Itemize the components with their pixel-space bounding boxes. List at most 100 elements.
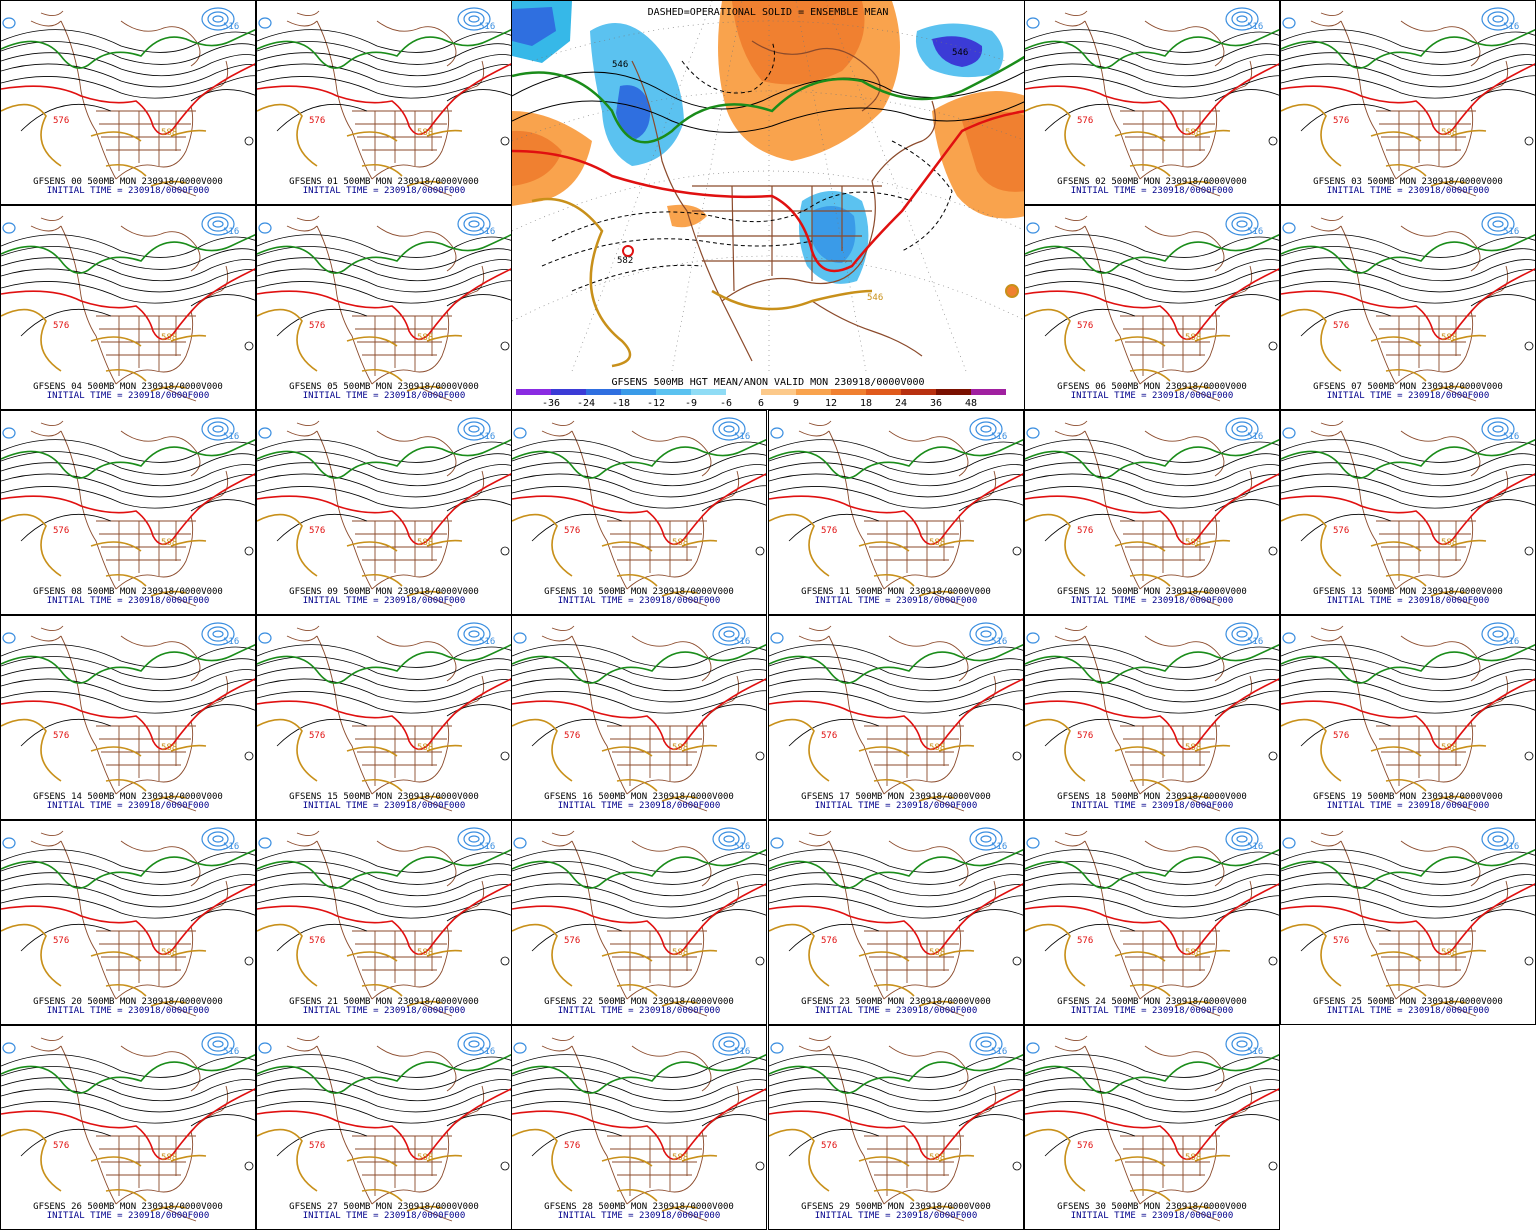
member-title: GFSENS 06 500MB MON 230918/0000V000	[1057, 382, 1247, 392]
member-title: GFSENS 30 500MB MON 230918/0000V000	[1057, 1202, 1247, 1212]
scale-label: 9	[792, 398, 800, 409]
member-init-time: INITIAL TIME = 230918/0000F000	[814, 1006, 978, 1016]
member-map	[1025, 827, 1279, 1017]
member-init-time: INITIAL TIME = 230918/0000F000	[557, 596, 721, 606]
member-panel-18: 576 588 516 GFSENS 18 500MB MON 230918/0000…	[1024, 615, 1280, 820]
member-init-time: INITIAL TIME = 230918/0000F000	[1326, 801, 1490, 811]
contour-label-588: 588	[672, 743, 689, 753]
contour-label-576: 576	[1333, 116, 1350, 126]
member-panel-11: 576 588 516 GFSENS 11 500MB MON 230918/0000…	[768, 410, 1024, 615]
contour-label-588: 588	[161, 948, 178, 958]
scale-swatch	[621, 389, 656, 395]
member-panel-02: 576 588 516 GFSENS 02 500MB MON 230918/0000…	[1024, 0, 1280, 205]
positive-anomaly-west-pacific-core	[512, 130, 562, 186]
member-panel-03: 576 588 516 GFSENS 03 500MB MON 230918/0000…	[1280, 0, 1536, 205]
member-map	[769, 622, 1023, 812]
contour-label-588: 588	[417, 743, 434, 753]
green-contour	[512, 55, 1024, 144]
contour-label-516: 516	[1247, 842, 1264, 852]
gold-closed-low	[1005, 284, 1019, 298]
contour-label-576: 576	[53, 526, 70, 536]
scale-swatch	[551, 389, 586, 395]
member-panel-19: 576 588 516 GFSENS 19 500MB MON 230918/0000…	[1280, 615, 1536, 820]
contour-label-576: 576	[309, 321, 326, 331]
member-init-time: INITIAL TIME = 230918/0000F000	[302, 801, 466, 811]
member-map	[1281, 212, 1535, 402]
member-map	[1025, 1032, 1279, 1222]
member-panel-27: 576 588 516 GFSENS 27 500MB MON 230918/0000…	[256, 1025, 512, 1230]
contour-label-576: 576	[1333, 936, 1350, 946]
member-init-time: INITIAL TIME = 230918/0000F000	[557, 1211, 721, 1221]
member-map	[1, 827, 255, 1017]
contour-label-588: 588	[417, 333, 434, 343]
contour-label-588: 588	[1185, 743, 1202, 753]
contour-label: 546	[867, 293, 884, 303]
contour-label-588: 588	[417, 128, 434, 138]
negative-anomaly-alaska-core	[616, 85, 651, 139]
scale-label: 18	[859, 398, 873, 409]
member-map	[257, 622, 511, 812]
member-title: GFSENS 16 500MB MON 230918/0000V000	[544, 792, 734, 802]
contour-label-588: 588	[161, 743, 178, 753]
contour-label-588: 588	[672, 948, 689, 958]
scale-label: -24	[576, 398, 596, 409]
contour-label-516: 516	[991, 637, 1008, 647]
contour-label-588: 588	[1441, 743, 1458, 753]
scale-swatch	[726, 389, 761, 395]
main-ensemble-mean-panel: DASHED=OPERATIONAL SOLID = ENSEMBLE MEAN…	[511, 0, 1025, 410]
contour-label-516: 516	[223, 637, 240, 647]
member-panel-17: 576 588 516 GFSENS 17 500MB MON 230918/0000…	[768, 615, 1024, 820]
contour-label-516: 516	[734, 842, 751, 852]
negative-anomaly-deep	[512, 7, 556, 46]
contour-label-588: 588	[672, 538, 689, 548]
member-map	[1025, 417, 1279, 607]
negative-anomaly-greenland-core	[932, 36, 983, 67]
contour-label-516: 516	[479, 22, 496, 32]
member-panel-28: 576 588 516 GFSENS 28 500MB MON 230918/0000…	[511, 1025, 767, 1230]
contour-label-576: 576	[1077, 1141, 1094, 1151]
contour-label-576: 576	[1077, 321, 1094, 331]
member-panel-08: 576 588 516 GFSENS 08 500MB MON 230918/0000…	[0, 410, 256, 615]
member-map	[512, 1032, 766, 1222]
member-init-time: INITIAL TIME = 230918/0000F000	[557, 801, 721, 811]
member-panel-16: 576 588 516 GFSENS 16 500MB MON 230918/0000…	[511, 615, 767, 820]
red-closed-low	[622, 245, 634, 257]
member-panel-15: 576 588 516 GFSENS 15 500MB MON 230918/0000…	[256, 615, 512, 820]
member-init-time: INITIAL TIME = 230918/0000F000	[814, 1211, 978, 1221]
member-map	[1025, 7, 1279, 197]
contour-label-576: 576	[564, 526, 581, 536]
member-title: GFSENS 17 500MB MON 230918/0000V000	[801, 792, 991, 802]
contour-label-516: 516	[1247, 432, 1264, 442]
member-init-time: INITIAL TIME = 230918/0000F000	[1070, 596, 1234, 606]
member-map	[1281, 622, 1535, 812]
contour-label-576: 576	[564, 936, 581, 946]
member-init-time: INITIAL TIME = 230918/0000F000	[46, 391, 210, 401]
member-init-time: INITIAL TIME = 230918/0000F000	[1070, 1211, 1234, 1221]
member-title: GFSENS 13 500MB MON 230918/0000V000	[1313, 587, 1503, 597]
negative-anomaly-east-us-core	[812, 206, 856, 263]
contour-label-576: 576	[821, 526, 838, 536]
member-init-time: INITIAL TIME = 230918/0000F000	[46, 596, 210, 606]
scale-swatch	[936, 389, 971, 395]
height-contours	[512, 40, 1024, 292]
member-title: GFSENS 11 500MB MON 230918/0000V000	[801, 587, 991, 597]
contour-label-516: 516	[1503, 842, 1520, 852]
contour-label-516: 516	[1503, 22, 1520, 32]
member-panel-09: 576 588 516 GFSENS 09 500MB MON 230918/0000…	[256, 410, 512, 615]
contour-label-576: 576	[53, 936, 70, 946]
contour-label: 546	[952, 48, 969, 58]
contour-label-516: 516	[991, 842, 1008, 852]
contour-label-588: 588	[1185, 333, 1202, 343]
member-map	[257, 827, 511, 1017]
contour-label-576: 576	[309, 526, 326, 536]
member-panel-06: 576 588 516 GFSENS 06 500MB MON 230918/0000…	[1024, 205, 1280, 410]
anomaly-scale-labels: -36 -24 -18 -12 -9 -6 6 9 12 18 24 36 48	[512, 398, 1024, 409]
contour-label-516: 516	[734, 637, 751, 647]
member-title: GFSENS 25 500MB MON 230918/0000V000	[1313, 997, 1503, 1007]
member-panel-24: 576 588 516 GFSENS 24 500MB MON 230918/0000…	[1024, 820, 1280, 1025]
member-title: GFSENS 19 500MB MON 230918/0000V000	[1313, 792, 1503, 802]
member-init-time: INITIAL TIME = 230918/0000F000	[302, 391, 466, 401]
contour-label-588: 588	[161, 1153, 178, 1163]
member-map	[257, 7, 511, 197]
member-title: GFSENS 07 500MB MON 230918/0000V000	[1313, 382, 1503, 392]
